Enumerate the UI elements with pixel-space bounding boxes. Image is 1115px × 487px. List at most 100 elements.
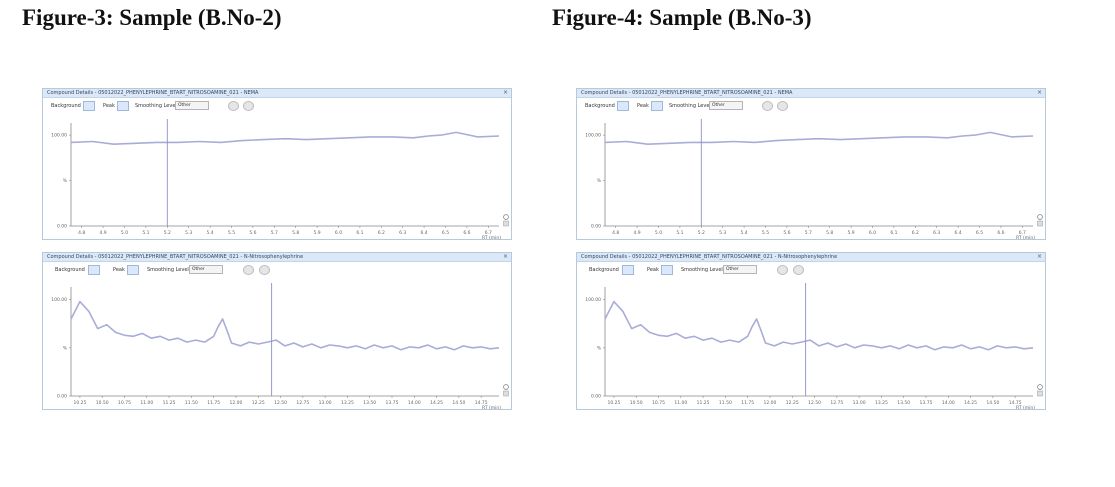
x-tick-label: 5.9 (848, 230, 855, 236)
x-tick-label: 6.0 (869, 230, 876, 236)
x-tick-label: 5.4 (741, 230, 748, 236)
peak-shape-icon[interactable] (661, 265, 673, 275)
smoothing-select[interactable]: Other (709, 101, 743, 110)
x-tick-label: 11.50 (719, 400, 732, 406)
x-tick-label: 12.75 (830, 400, 843, 406)
x-tick-label: 12.25 (252, 400, 265, 406)
x-axis-label: RT (min) (1016, 235, 1035, 240)
peak-shape-icon[interactable] (127, 265, 139, 275)
zoom-in-icon[interactable] (777, 265, 788, 275)
background-peak-icon[interactable] (617, 101, 629, 111)
close-icon[interactable]: × (502, 89, 508, 96)
smoothing-label: Smoothing Level (147, 267, 189, 273)
chromatogram-top: 100.00% 0.00 4.8 4.9 5.0 5.1 5.2 5.3 5.4 5.5 5.6 5.… (51, 119, 509, 240)
chromatogram-trace (70, 300, 500, 351)
toolbar: Background Peak Smoothing Level Other (577, 262, 1045, 278)
x-tick-label: 14.00 (942, 400, 955, 406)
y-tick-label: % (597, 178, 602, 184)
window-title: Compound Details - 05012022_PHENYLEPHRIN… (581, 254, 838, 260)
x-tick-label: 11.75 (207, 400, 220, 406)
corner-zoom-icon (1037, 214, 1043, 220)
y-tick-label: 0.00 (591, 394, 601, 400)
x-tick-label: 5.8 (292, 230, 299, 236)
x-tick-label: 13.25 (875, 400, 888, 406)
smoothing-select[interactable]: Other (189, 265, 223, 274)
background-peak-icon[interactable] (88, 265, 100, 275)
x-axis-label: RT (min) (1016, 405, 1035, 410)
smoothing-label: Smoothing Level (681, 267, 723, 273)
smoothing-select[interactable]: Other (723, 265, 757, 274)
x-tick-label: 14.75 (475, 400, 488, 406)
x-tick-label: 5.3 (719, 230, 726, 236)
x-tick-label: 11.75 (741, 400, 754, 406)
figure-4-title: Figure-4: Sample (B.No-3) (552, 5, 812, 30)
window-title: Compound Details - 05012022_PHENYLEPHRIN… (47, 90, 259, 96)
close-icon[interactable]: × (1036, 253, 1042, 260)
peak-shape-icon[interactable] (651, 101, 663, 111)
x-tick-label: 5.8 (826, 230, 833, 236)
background-peak-icon[interactable] (622, 265, 634, 275)
x-tick-label: 14.75 (1009, 400, 1022, 406)
compound-details-window-top: Compound Details - 05012022_PHENYLEPHRIN… (576, 88, 1046, 240)
figure-3-title: Figure-3: Sample (B.No-2) (22, 5, 282, 30)
x-tick-label: 10.75 (118, 400, 131, 406)
x-tick-label: 4.8 (612, 230, 619, 236)
background-label: Background (589, 267, 619, 273)
x-tick-label: 5.7 (271, 230, 278, 236)
smoothing-value: Other (192, 267, 205, 272)
x-tick-label: 12.50 (808, 400, 821, 406)
close-icon[interactable]: × (1036, 89, 1042, 96)
zoom-in-icon[interactable] (243, 265, 254, 275)
x-tick-label: 6.3 (399, 230, 406, 236)
smoothing-label: Smoothing Level (669, 103, 711, 109)
chromatogram-trace (604, 131, 1034, 146)
zoom-in-icon[interactable] (228, 101, 239, 111)
figure-4: Compound Details - 05012022_PHENYLEPHRIN… (576, 82, 1046, 412)
corner-reset-icon (1037, 390, 1043, 397)
zoom-out-icon[interactable] (777, 101, 788, 111)
zoom-in-icon[interactable] (762, 101, 773, 111)
smoothing-label: Smoothing Level (135, 103, 177, 109)
chromatogram-trace (70, 131, 500, 146)
x-tick-label: 12.50 (274, 400, 287, 406)
smoothing-value: Other (712, 103, 725, 108)
x-tick-label: 11.25 (163, 400, 176, 406)
smoothing-value: Other (726, 267, 739, 272)
x-tick-label: 6.1 (890, 230, 897, 236)
zoom-out-icon[interactable] (243, 101, 254, 111)
compound-details-window-top: Compound Details - 05012022_PHENYLEPHRIN… (42, 88, 512, 240)
x-tick-label: 5.9 (314, 230, 321, 236)
corner-zoom-icon (503, 384, 509, 390)
x-tick-label: 6.2 (912, 230, 919, 236)
smoothing-select[interactable]: Other (175, 101, 209, 110)
y-tick-label: 100.00 (585, 133, 601, 139)
corner-reset-icon (503, 220, 509, 227)
background-label: Background (51, 103, 81, 109)
x-tick-label: 14.50 (452, 400, 465, 406)
x-tick-label: 6.2 (378, 230, 385, 236)
corner-reset-icon (503, 390, 509, 397)
background-peak-icon[interactable] (83, 101, 95, 111)
zoom-out-icon[interactable] (259, 265, 270, 275)
x-tick-label: 4.9 (634, 230, 641, 236)
x-tick-label: 6.0 (335, 230, 342, 236)
x-tick-label: 5.5 (762, 230, 769, 236)
x-tick-label: 5.6 (783, 230, 790, 236)
background-label: Background (55, 267, 85, 273)
y-tick-label: 100.00 (51, 297, 67, 303)
x-tick-label: 14.00 (408, 400, 421, 406)
compound-details-window-bottom: Compound Details - 05012022_PHENYLEPHRIN… (576, 252, 1046, 410)
x-tick-label: 5.0 (121, 230, 128, 236)
window-titlebar: Compound Details - 05012022_PHENYLEPHRIN… (43, 253, 511, 262)
x-tick-label: 6.3 (933, 230, 940, 236)
x-tick-label: 10.75 (652, 400, 665, 406)
zoom-out-icon[interactable] (793, 265, 804, 275)
x-tick-label: 13.25 (341, 400, 354, 406)
x-axis-label: RT (min) (482, 235, 501, 240)
peak-label: Peak (113, 267, 125, 273)
x-tick-label: 12.25 (786, 400, 799, 406)
x-tick-label: 5.7 (805, 230, 812, 236)
x-tick-label: 6.6 (997, 230, 1004, 236)
peak-shape-icon[interactable] (117, 101, 129, 111)
close-icon[interactable]: × (502, 253, 508, 260)
